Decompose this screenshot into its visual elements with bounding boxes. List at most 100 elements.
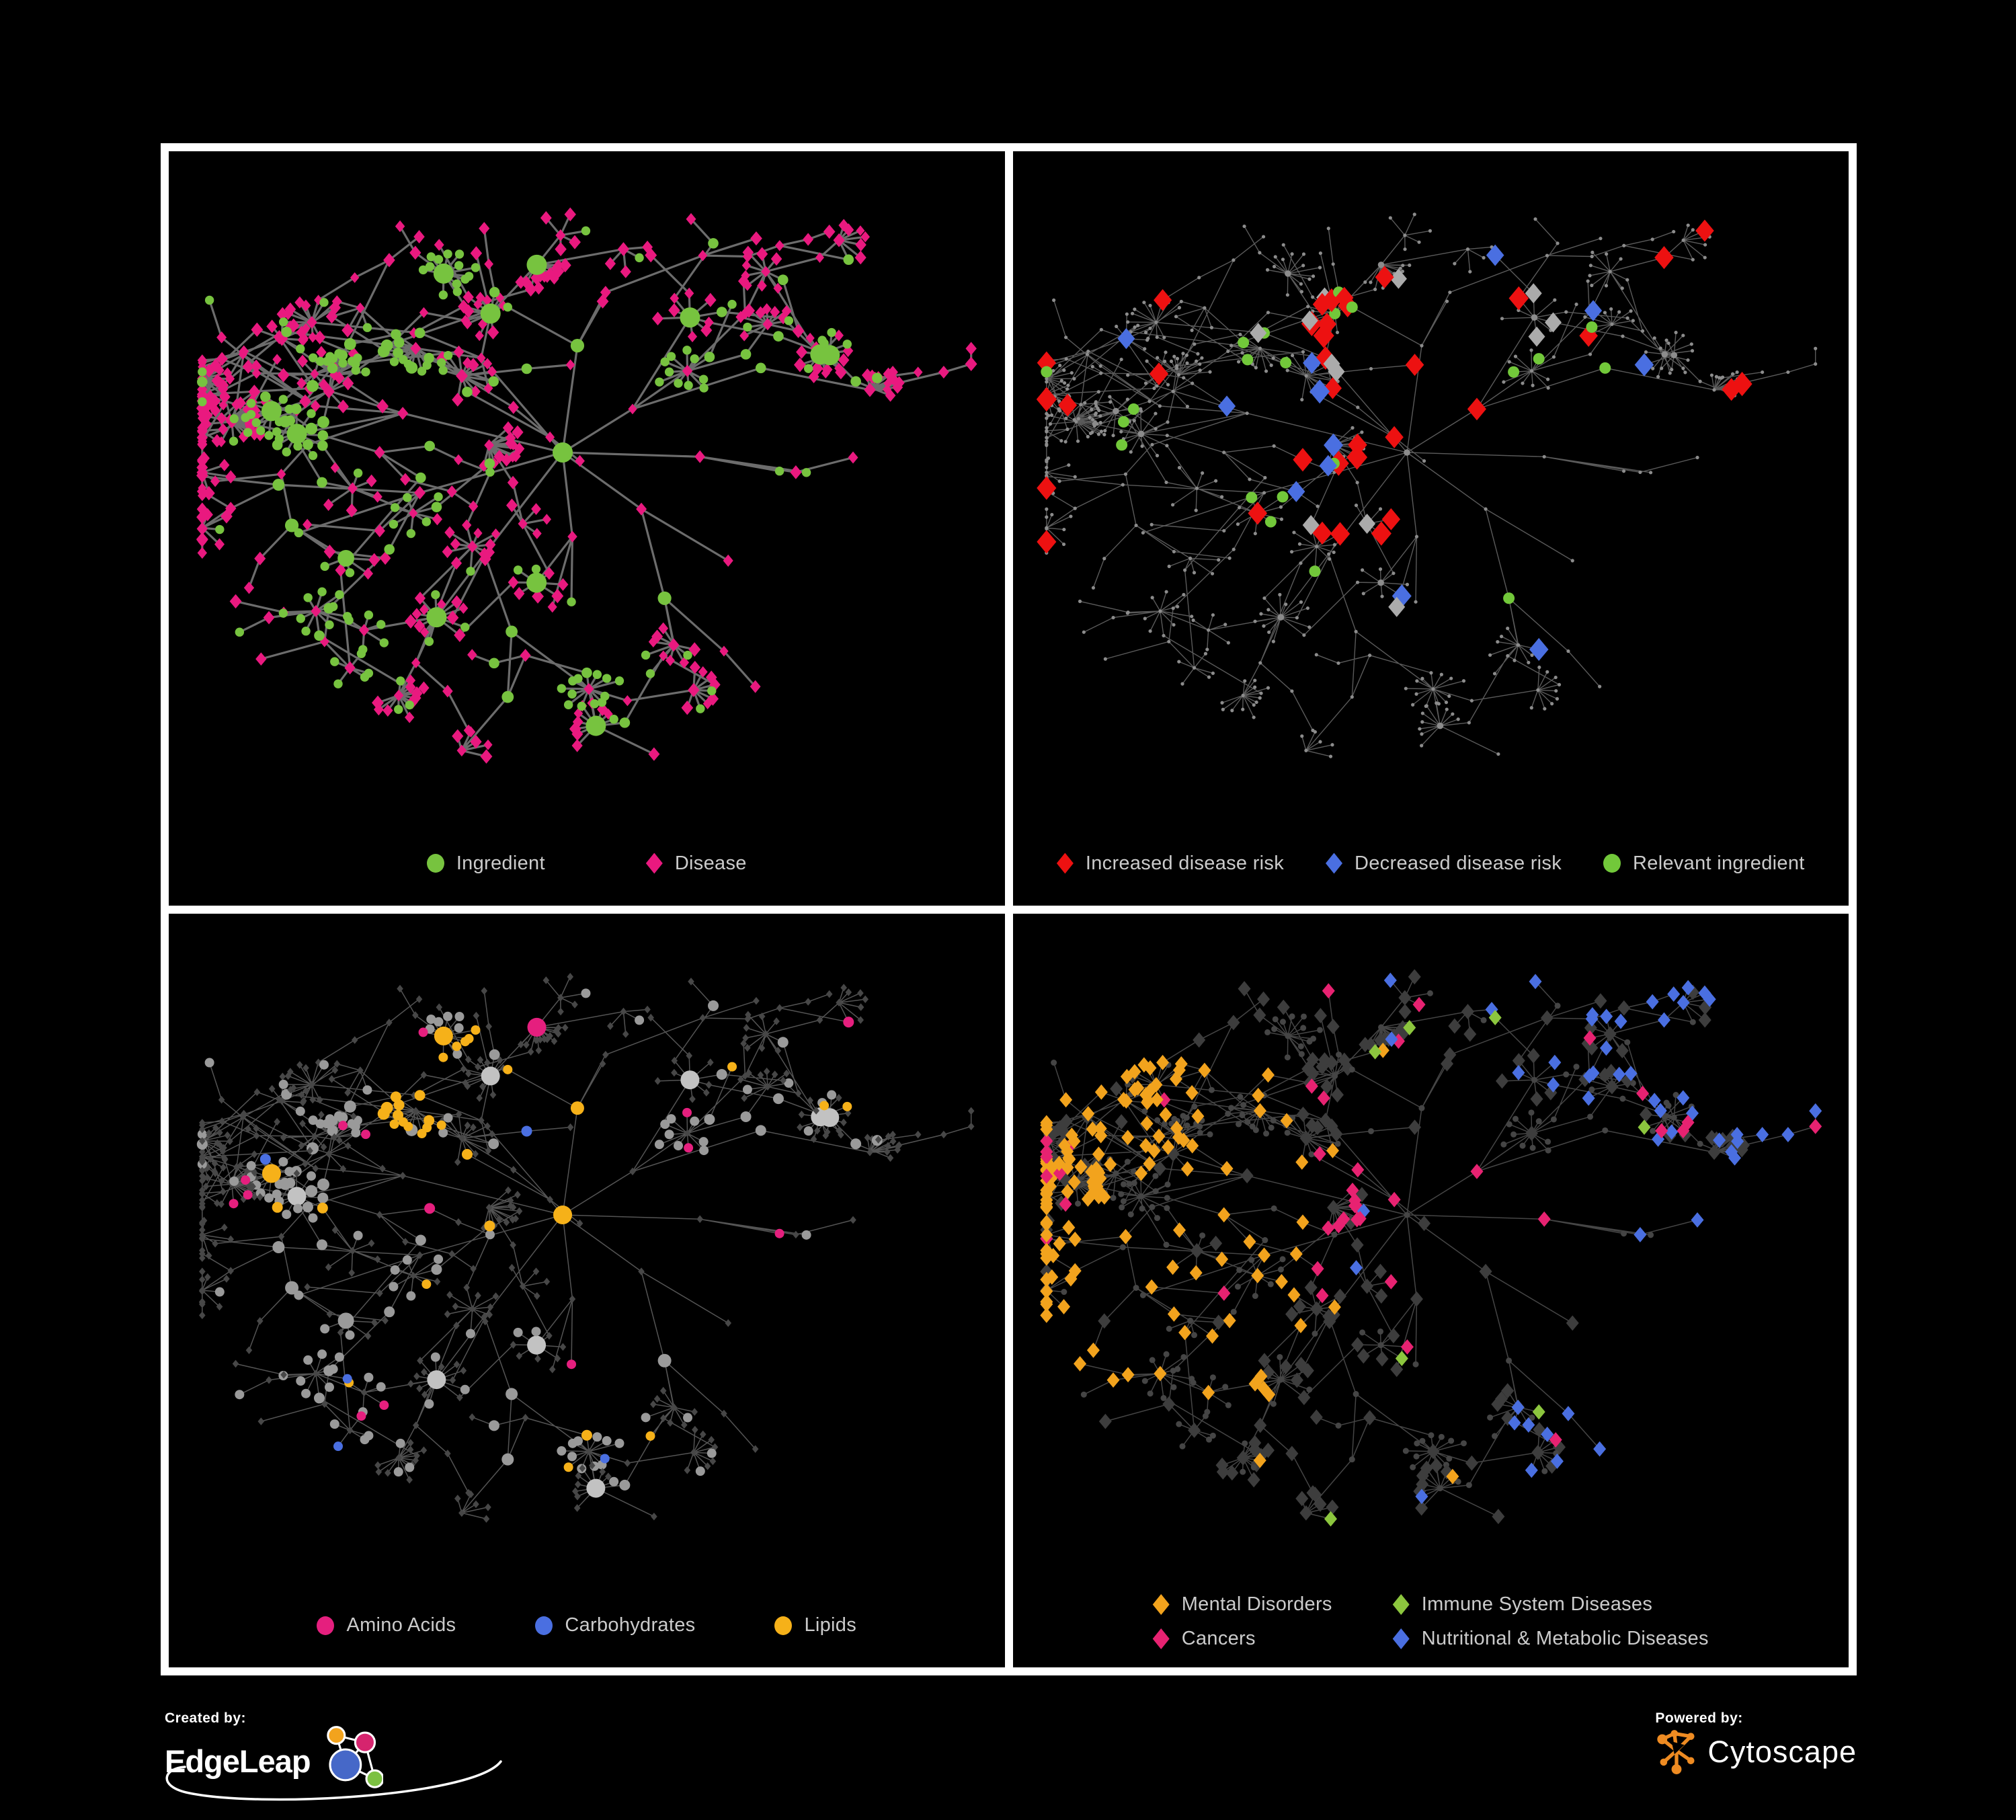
graph-node[interactable] xyxy=(506,1387,518,1400)
graph-node[interactable] xyxy=(671,1068,678,1076)
graph-node[interactable] xyxy=(1063,335,1067,340)
graph-node[interactable] xyxy=(451,595,462,609)
graph-node[interactable] xyxy=(1530,1091,1543,1107)
graph-node[interactable] xyxy=(1322,982,1335,998)
network-canvas-disease-risk[interactable] xyxy=(1013,151,1849,906)
graph-node[interactable] xyxy=(462,304,475,319)
graph-node[interactable] xyxy=(1199,356,1204,360)
graph-node[interactable] xyxy=(1090,364,1094,368)
graph-node[interactable] xyxy=(413,619,426,633)
graph-node[interactable] xyxy=(362,1084,372,1095)
graph-node[interactable] xyxy=(460,1036,470,1046)
graph-node[interactable] xyxy=(1311,1330,1318,1337)
graph-node[interactable] xyxy=(1281,258,1285,262)
graph-node[interactable] xyxy=(1125,312,1129,316)
graph-node[interactable] xyxy=(508,401,520,414)
graph-node[interactable] xyxy=(348,1268,356,1277)
graph-node[interactable] xyxy=(707,1058,714,1066)
graph-node[interactable] xyxy=(1207,370,1212,374)
graph-node[interactable] xyxy=(1624,1065,1638,1081)
graph-node[interactable] xyxy=(1420,1460,1433,1476)
graph-node[interactable] xyxy=(1092,1164,1105,1181)
graph-node[interactable] xyxy=(1124,1158,1131,1164)
graph-node[interactable] xyxy=(843,1016,854,1027)
graph-node[interactable] xyxy=(1512,1115,1519,1122)
graph-node[interactable] xyxy=(797,1123,803,1131)
graph-node[interactable] xyxy=(609,715,618,724)
graph-node[interactable] xyxy=(1486,1414,1493,1421)
graph-node[interactable] xyxy=(318,1110,325,1119)
graph-node[interactable] xyxy=(284,1166,294,1176)
graph-node[interactable] xyxy=(752,1444,759,1453)
graph-node[interactable] xyxy=(1320,1078,1333,1095)
graph-node[interactable] xyxy=(1672,1091,1679,1098)
graph-node[interactable] xyxy=(1177,466,1181,470)
graph-node[interactable] xyxy=(210,358,222,372)
graph-node[interactable] xyxy=(470,246,483,261)
graph-node[interactable] xyxy=(1654,1103,1667,1118)
graph-node[interactable] xyxy=(1330,522,1350,546)
graph-node[interactable] xyxy=(379,551,391,565)
graph-node[interactable] xyxy=(1709,373,1713,377)
graph-node[interactable] xyxy=(1266,608,1270,612)
graph-node[interactable] xyxy=(1375,266,1394,289)
graph-node[interactable] xyxy=(298,1091,305,1099)
graph-node[interactable] xyxy=(567,689,577,699)
graph-node[interactable] xyxy=(761,266,771,278)
graph-node[interactable] xyxy=(1467,270,1471,274)
graph-node[interactable] xyxy=(306,1171,316,1181)
graph-node[interactable] xyxy=(1537,1211,1551,1227)
graph-node[interactable] xyxy=(453,1360,460,1368)
graph-node[interactable] xyxy=(1360,568,1364,572)
graph-node[interactable] xyxy=(1587,274,1592,278)
graph-node[interactable] xyxy=(592,1431,602,1441)
graph-node[interactable] xyxy=(1620,286,1624,290)
graph-node[interactable] xyxy=(202,1182,210,1190)
graph-node[interactable] xyxy=(844,1109,852,1117)
graph-node[interactable] xyxy=(1147,1142,1160,1158)
graph-node[interactable] xyxy=(819,1100,830,1110)
graph-node[interactable] xyxy=(1216,558,1220,562)
graph-node[interactable] xyxy=(1132,307,1136,311)
graph-node[interactable] xyxy=(253,1131,260,1140)
graph-node[interactable] xyxy=(308,1213,318,1223)
graph-node[interactable] xyxy=(1240,1167,1254,1183)
graph-node[interactable] xyxy=(356,1411,366,1421)
graph-node[interactable] xyxy=(1096,408,1100,412)
graph-node[interactable] xyxy=(1525,1462,1538,1478)
graph-node[interactable] xyxy=(1191,1108,1204,1124)
graph-node[interactable] xyxy=(409,1271,417,1279)
graph-node[interactable] xyxy=(327,362,338,374)
graph-node[interactable] xyxy=(1158,609,1162,613)
graph-node[interactable] xyxy=(1154,384,1159,388)
graph-node[interactable] xyxy=(1172,354,1176,358)
graph-node[interactable] xyxy=(641,1412,651,1422)
graph-node[interactable] xyxy=(1088,416,1092,420)
graph-node[interactable] xyxy=(221,1223,228,1231)
graph-node[interactable] xyxy=(1073,1355,1086,1372)
graph-node[interactable] xyxy=(461,1148,473,1160)
graph-node[interactable] xyxy=(571,739,583,752)
graph-node[interactable] xyxy=(1712,1132,1726,1148)
graph-node[interactable] xyxy=(699,1013,707,1022)
graph-node[interactable] xyxy=(1621,469,1625,473)
graph-node[interactable] xyxy=(519,1281,526,1290)
graph-node[interactable] xyxy=(695,1466,705,1476)
graph-node[interactable] xyxy=(278,1232,285,1240)
graph-node[interactable] xyxy=(1350,1199,1364,1215)
graph-node[interactable] xyxy=(384,1306,395,1317)
graph-node[interactable] xyxy=(1330,1086,1344,1103)
graph-node[interactable] xyxy=(1242,224,1246,229)
graph-node[interactable] xyxy=(1059,1091,1072,1107)
graph-node[interactable] xyxy=(1139,1292,1146,1298)
graph-node[interactable] xyxy=(310,368,319,379)
graph-node[interactable] xyxy=(1676,1090,1689,1105)
graph-node[interactable] xyxy=(1044,439,1048,443)
graph-node[interactable] xyxy=(1707,1144,1721,1160)
graph-node[interactable] xyxy=(1312,521,1332,545)
graph-node[interactable] xyxy=(1180,1353,1186,1360)
graph-node[interactable] xyxy=(483,1514,490,1523)
graph-node[interactable] xyxy=(495,292,505,303)
graph-node[interactable] xyxy=(495,1215,503,1223)
graph-node[interactable] xyxy=(1092,424,1096,428)
